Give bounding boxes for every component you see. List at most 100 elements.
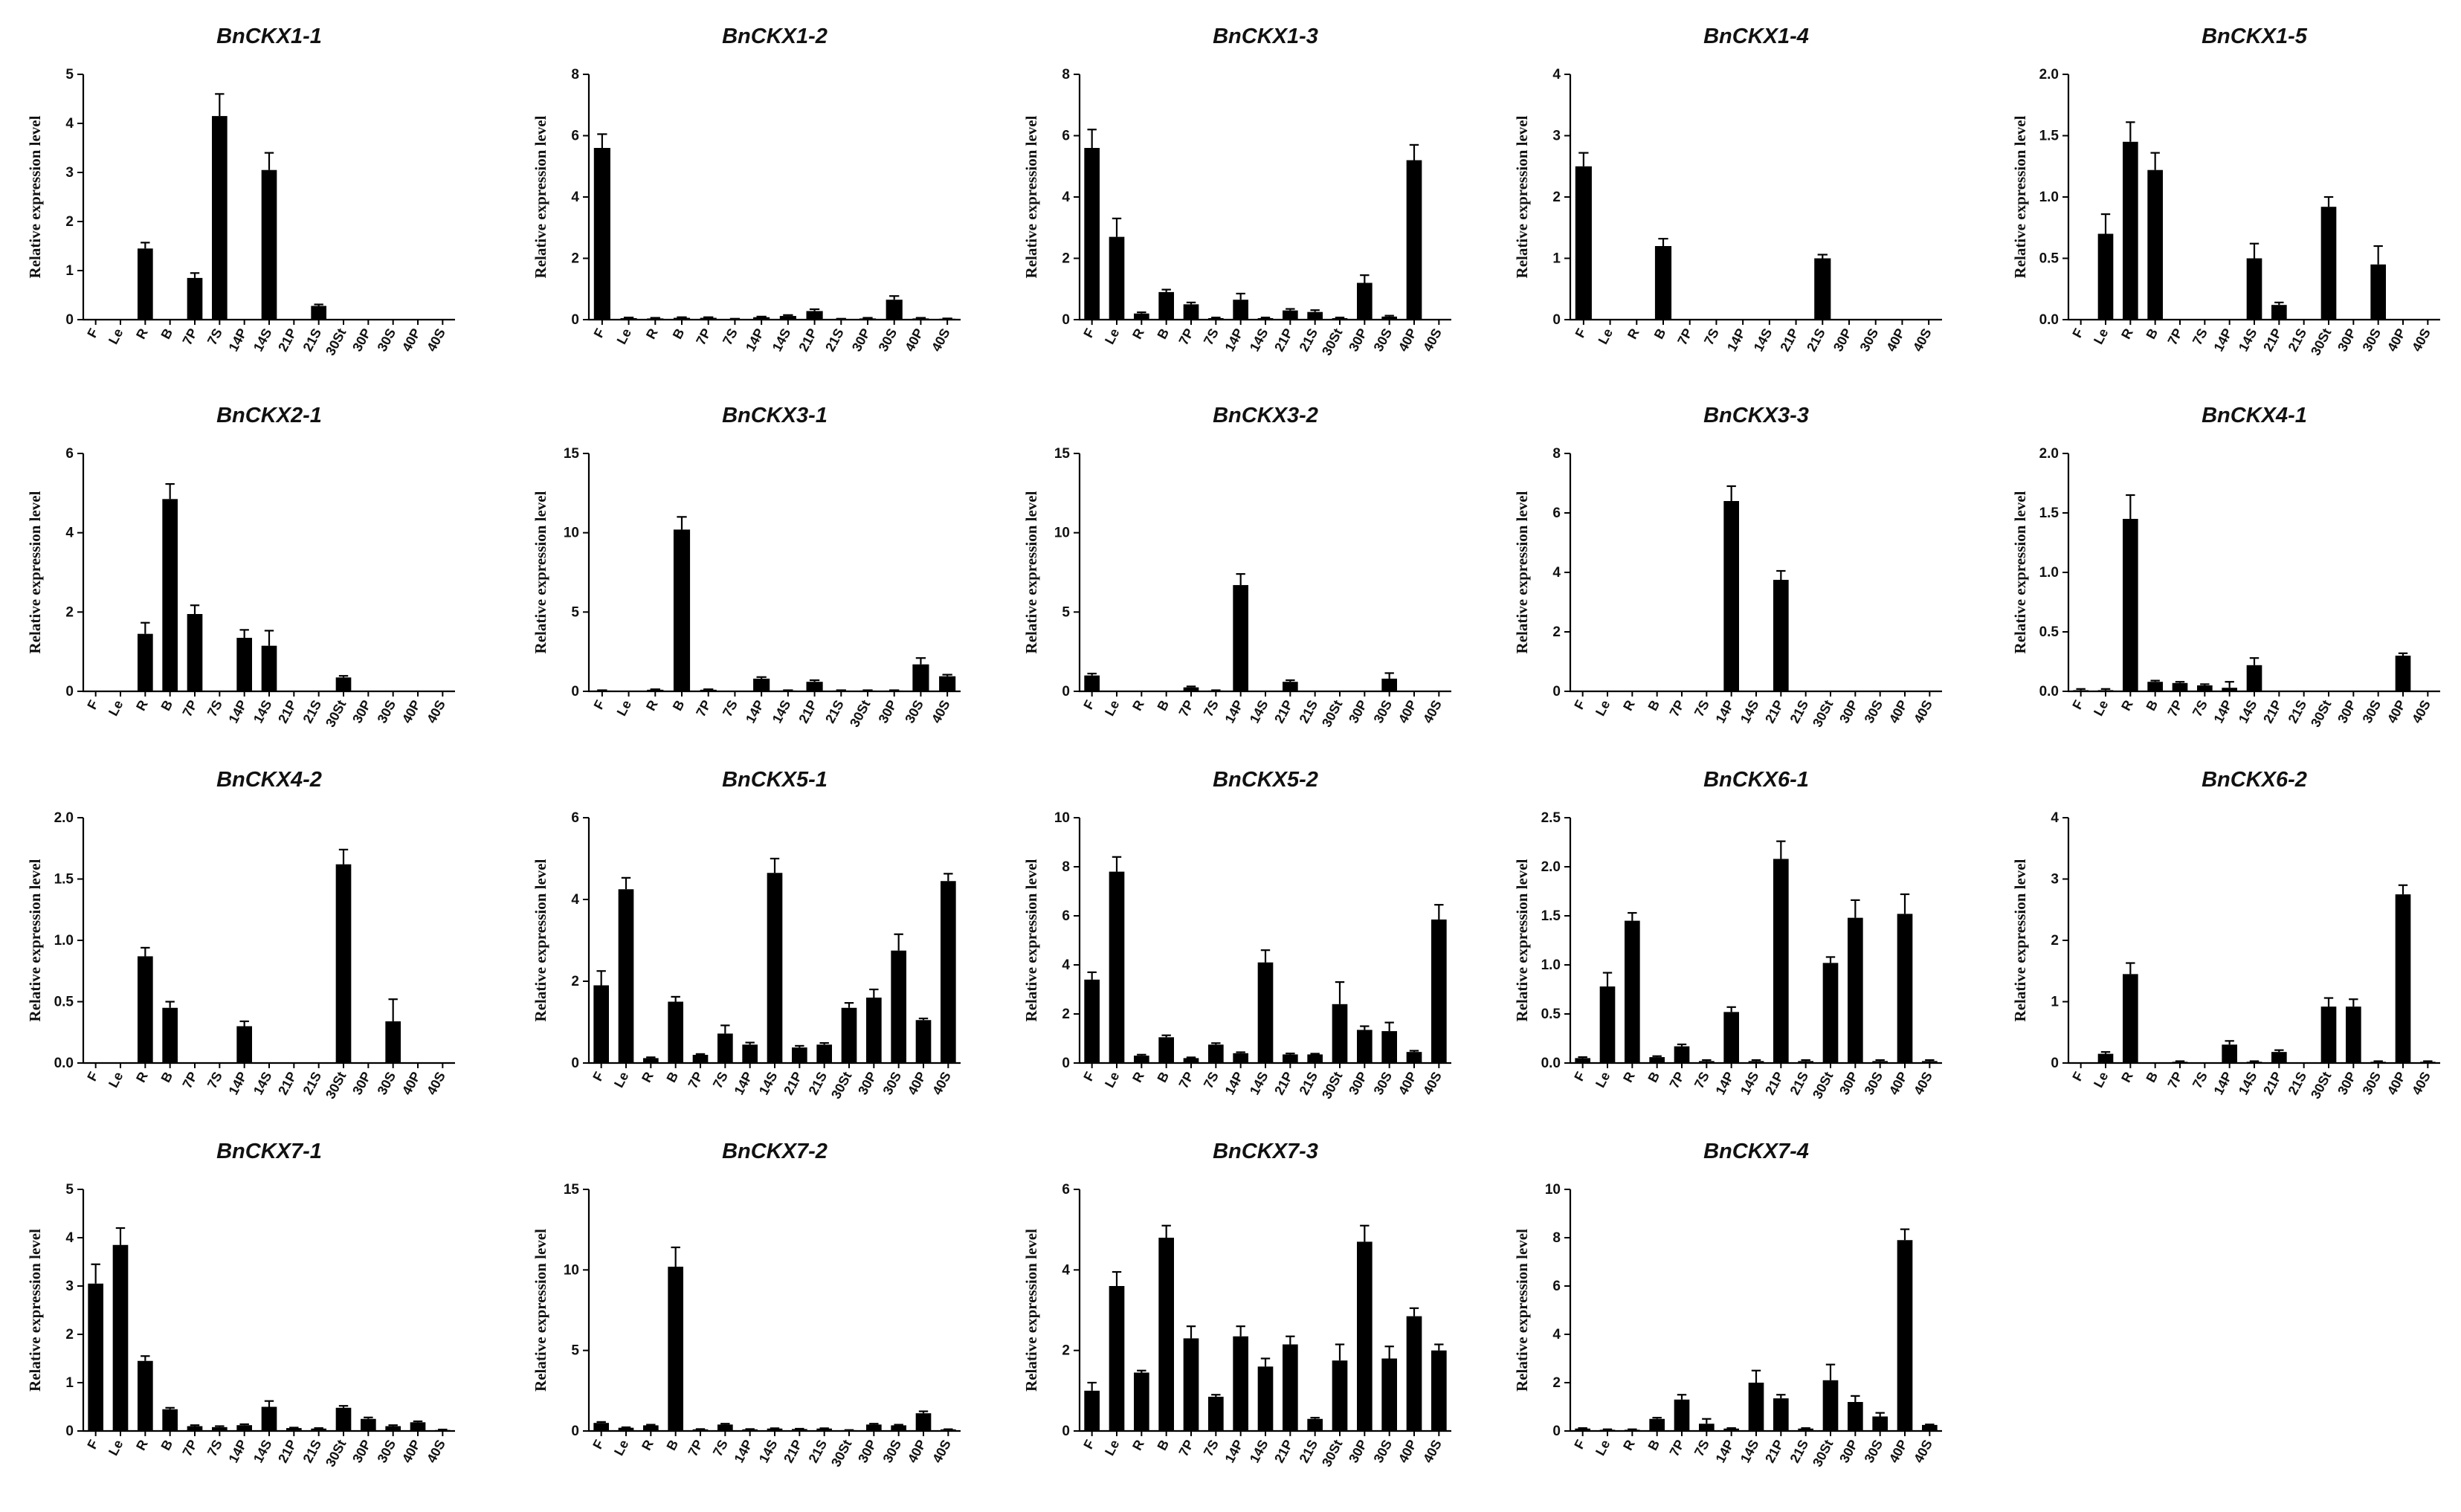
x-tick-label: R <box>1620 697 1638 713</box>
x-tick-label: 14P <box>226 1069 251 1097</box>
x-tick-label: 7P <box>180 326 201 347</box>
y-tick-label: 0 <box>2051 1056 2059 1071</box>
x-tick-label: 7S <box>1691 697 1712 719</box>
x-tick-label: 40P <box>1886 1069 1911 1097</box>
y-tick-label: 8 <box>1552 446 1561 462</box>
y-axis-label: Relative expression level <box>26 1229 44 1392</box>
bar-30s <box>891 950 906 1063</box>
y-tick-label: 0 <box>571 684 579 700</box>
x-tick-label: 21P <box>1777 326 1802 354</box>
x-tick-label: 14S <box>251 697 275 726</box>
panel-bnckx1-2: BnCKX1-2 Relative expression level 0 2 4 6 8 F L… <box>532 25 961 354</box>
x-tick-label: 14S <box>1738 1437 1762 1465</box>
y-tick-label: 0.0 <box>2039 684 2059 700</box>
x-tick-label: 7P <box>1674 326 1695 347</box>
x-tick-label: R <box>2118 697 2136 713</box>
bar-b <box>673 529 691 691</box>
x-tick-label: 7P <box>693 697 714 719</box>
bar-30s <box>1381 1031 1397 1063</box>
x-tick-label: B <box>1154 1437 1172 1453</box>
x-tick-label: 14P <box>2211 1069 2236 1097</box>
bar-7p <box>1183 304 1199 320</box>
bar-7p <box>1183 687 1199 691</box>
x-tick-label: 21P <box>1271 326 1296 354</box>
x-tick-label: F <box>1080 326 1097 340</box>
x-tick-label: 30St <box>323 1069 349 1101</box>
x-tick-label: 7P <box>180 1069 201 1091</box>
panel-bnckx1-1: BnCKX1-1 Relative expression level 0 1 2 3 4 5 F… <box>26 25 455 358</box>
panel-title: BnCKX2-1 <box>216 404 322 427</box>
x-tick-label: R <box>133 326 151 341</box>
x-tick-label: 7P <box>1176 1437 1197 1458</box>
x-tick-label: 40P <box>905 1069 929 1097</box>
y-axis-label: Relative expression level <box>532 115 549 278</box>
x-tick-label: R <box>1625 326 1642 341</box>
bar-30s <box>1381 1358 1397 1431</box>
y-axis-label: Relative expression level <box>532 1229 549 1392</box>
bar-r <box>1134 313 1149 320</box>
x-tick-label: 30S <box>902 697 926 726</box>
x-tick-label: 40S <box>2409 326 2433 354</box>
x-tick-label: 21P <box>275 1437 300 1465</box>
x-tick-label: 21S <box>300 1069 325 1097</box>
x-tick-label: 7P <box>686 1069 706 1091</box>
y-tick-label: 1 <box>65 1375 74 1391</box>
x-tick-label: 30St <box>2308 697 2335 729</box>
y-tick-label: 8 <box>571 67 579 83</box>
bar-30s <box>385 1426 401 1431</box>
bar-30st <box>1332 317 1348 320</box>
x-tick-label: 21P <box>1762 1069 1787 1097</box>
x-tick-label: 14S <box>1738 1069 1762 1097</box>
panel-title: BnCKX5-1 <box>722 768 828 792</box>
x-tick-label: 21S <box>1787 1437 1812 1465</box>
y-tick-label: 15 <box>564 1182 580 1198</box>
y-tick-label: 2.0 <box>54 810 74 826</box>
x-tick-label: 40S <box>929 697 953 726</box>
x-tick-label: 40S <box>1911 1069 1935 1097</box>
bar-b <box>162 1007 178 1063</box>
x-tick-label: 21P <box>275 697 300 726</box>
bar-b <box>1158 1037 1174 1063</box>
bar-14p <box>236 1026 252 1063</box>
bar-40s <box>1922 1061 1938 1063</box>
x-tick-label: F <box>2069 326 2086 340</box>
y-tick-label: 4 <box>571 190 579 205</box>
x-tick-label: 30P <box>1836 1069 1861 1097</box>
x-tick-label: 40S <box>1911 697 1935 726</box>
panel-bnckx4-1: BnCKX4-1 Relative expression level 0.0 0.5 1… <box>2011 404 2440 729</box>
y-tick-label: 1 <box>65 263 74 279</box>
panel-bnckx1-3: BnCKX1-3 Relative expression level 0 2 4 6 8 F L… <box>1022 25 1451 358</box>
y-tick-label: 4 <box>65 116 74 132</box>
x-tick-label: 7P <box>1176 1069 1197 1091</box>
y-axis-label: Relative expression level <box>1513 115 1531 278</box>
bar-7p <box>1674 1399 1690 1431</box>
x-tick-label: 14P <box>226 1437 251 1465</box>
x-tick-label: B <box>1645 1437 1662 1453</box>
bar-f <box>1084 979 1100 1063</box>
y-tick-label: 10 <box>1545 1182 1561 1198</box>
x-tick-label: F <box>84 1069 101 1083</box>
x-tick-label: 30S <box>1371 326 1396 354</box>
bar-14s <box>2246 1062 2262 1063</box>
x-tick-label: 7S <box>2190 1069 2210 1091</box>
bar-14p <box>2222 1044 2237 1063</box>
x-tick-label: 40P <box>905 1437 929 1465</box>
x-tick-label: 40S <box>929 1437 954 1465</box>
x-tick-label: 14P <box>1713 1437 1738 1465</box>
panel-bnckx3-3: BnCKX3-3 Relative expression level 0 2 4 6 8 F L… <box>1513 404 1942 729</box>
y-tick-label: 8 <box>1552 1230 1561 1246</box>
x-tick-label: 40P <box>1886 1437 1911 1465</box>
y-tick-label: 1.0 <box>1541 957 1561 973</box>
x-tick-label: 14S <box>2236 697 2260 726</box>
y-tick-label: 3 <box>65 165 74 181</box>
y-axis-label: Relative expression level <box>1513 1229 1531 1392</box>
bar-14p <box>1723 501 1739 691</box>
y-tick-label: 2 <box>1062 1343 1070 1359</box>
bar-r <box>647 689 664 691</box>
x-tick-label: 21P <box>2260 697 2285 726</box>
y-tick-label: 2 <box>1552 624 1561 640</box>
x-tick-label: 21S <box>1297 1437 1321 1465</box>
x-tick-label: Le <box>611 1069 632 1090</box>
bar-14p <box>1233 585 1248 691</box>
bar-le <box>620 317 637 320</box>
